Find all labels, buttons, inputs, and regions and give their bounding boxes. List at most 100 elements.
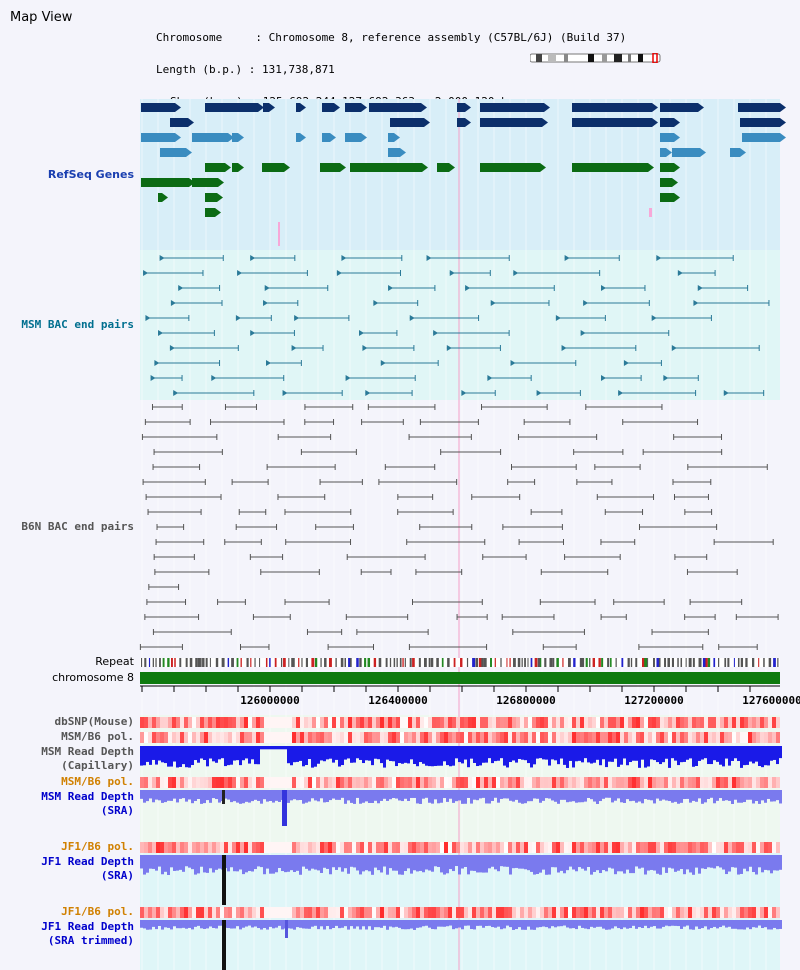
depth-bar: [392, 855, 395, 871]
depth-bar: [527, 920, 530, 927]
bac-end-marker: [409, 315, 415, 321]
depth-bar: [698, 855, 701, 874]
polymorphism-cell: [400, 732, 404, 743]
polymorphism-cell: [736, 907, 740, 918]
polymorphism-cell: [336, 732, 340, 743]
polymorphism-cell: [328, 777, 332, 788]
depth-bar: [224, 746, 227, 767]
dbsnp-label[interactable]: dbSNP(Mouse): [54, 715, 134, 728]
depth-bar: [278, 855, 281, 869]
polymorphism-cell: [684, 717, 688, 728]
depth-bar: [407, 746, 410, 764]
depth-bar: [464, 790, 467, 804]
depth-bar: [284, 746, 287, 750]
polymorphism-cell: [248, 842, 252, 853]
repeat-element: [727, 658, 730, 667]
depth-bar: [293, 920, 296, 930]
depth-bar: [386, 746, 389, 760]
depth-bar: [635, 855, 638, 867]
depth-bar: [359, 855, 362, 875]
depth-bar: [620, 920, 623, 930]
repeat-element: [412, 658, 415, 667]
msm-read-depth-capillary-label[interactable]: MSM Read Depth (Capillary): [41, 746, 134, 772]
repeat-element: [389, 658, 392, 667]
polymorphism-cell: [496, 842, 500, 853]
bac-end-marker: [345, 375, 351, 381]
refseq-genes-label[interactable]: RefSeq Genes: [47, 168, 134, 181]
depth-bar: [251, 746, 254, 760]
repeat-element: [305, 658, 308, 667]
polymorphism-cell: [304, 717, 308, 728]
depth-bar: [236, 746, 239, 761]
depth-bar: [686, 746, 689, 760]
jf1-read-depth-trimmed-label[interactable]: JF1 Read Depth (SRA trimmed): [41, 921, 134, 947]
gene-feature: [437, 163, 449, 172]
polymorphism-cell: [548, 842, 552, 853]
depth-bar: [194, 746, 197, 761]
depth-bar: [248, 746, 251, 764]
polymorphism-cell: [456, 717, 460, 728]
gene-feature: [660, 118, 674, 127]
polymorphism-cell: [680, 777, 684, 788]
polymorphism-cell: [208, 777, 212, 788]
jf1-track-bg: [140, 850, 780, 970]
bac-end-marker: [158, 330, 164, 336]
jf1-b6-pol-label-2[interactable]: JF1/B6 pol.: [61, 905, 134, 918]
depth-bar: [191, 790, 194, 804]
msm-read-depth-sra-label[interactable]: MSM Read Depth (SRA): [41, 791, 134, 817]
polymorphism-cell: [688, 842, 692, 853]
depth-bar: [266, 920, 269, 930]
repeat-element: [280, 658, 283, 667]
polymorphism-cell: [364, 717, 368, 728]
depth-bar: [266, 746, 269, 750]
depth-bar: [419, 746, 422, 763]
polymorphism-cell: [612, 732, 616, 743]
depth-bar: [383, 790, 386, 799]
depth-bar: [449, 920, 452, 926]
depth-bar: [236, 790, 239, 803]
polymorphism-cell: [476, 842, 480, 853]
depth-bar: [392, 790, 395, 799]
polymorphism-cell: [712, 842, 716, 853]
depth-bar: [719, 920, 722, 927]
polymorphism-cell: [736, 842, 740, 853]
msm-b6-pol-label-1[interactable]: MSM/B6 pol.: [61, 730, 134, 743]
b6n-bac-end-pairs-label[interactable]: B6N BAC end pairs: [21, 520, 134, 533]
depth-bar: [686, 855, 689, 870]
depth-bar: [575, 790, 578, 803]
polymorphism-cell: [180, 732, 184, 743]
polymorphism-cell: [732, 842, 736, 853]
polymorphism-cell: [648, 907, 652, 918]
polymorphism-cell: [744, 842, 748, 853]
depth-bar: [269, 746, 272, 750]
depth-bar: [644, 855, 647, 875]
polymorphism-cell: [168, 732, 172, 743]
polymorphism-cell: [300, 907, 304, 918]
polymorphism-cell: [768, 717, 772, 728]
depth-bar: [338, 790, 341, 800]
depth-bar: [272, 790, 275, 803]
depth-bar: [770, 790, 773, 802]
chromosome-ideogram[interactable]: [530, 53, 662, 63]
msm-b6-pol-label-2[interactable]: MSM/B6 pol.: [61, 775, 134, 788]
depth-bar: [632, 746, 635, 761]
polymorphism-cell: [708, 777, 712, 788]
depth-bar: [461, 920, 464, 930]
depth-bar: [389, 746, 392, 762]
polymorphism-cell: [388, 717, 392, 728]
depth-bar: [554, 790, 557, 802]
depth-bar: [767, 920, 770, 930]
polymorphism-cell: [160, 717, 164, 728]
polymorphism-cell: [704, 732, 708, 743]
repeat-element: [472, 658, 476, 667]
gene-arrow: [238, 163, 244, 172]
msm-bac-end-pairs-label[interactable]: MSM BAC end pairs: [21, 318, 134, 331]
depth-bar: [197, 790, 200, 799]
jf1-read-depth-sra-label[interactable]: JF1 Read Depth (SRA): [41, 856, 134, 882]
polymorphism-cell: [764, 907, 768, 918]
depth-bar: [209, 746, 212, 759]
polymorphism-cell: [772, 842, 776, 853]
repeat-element: [521, 658, 523, 667]
jf1-b6-pol-label-1[interactable]: JF1/B6 pol.: [61, 840, 134, 853]
gene-feature: [730, 148, 740, 157]
